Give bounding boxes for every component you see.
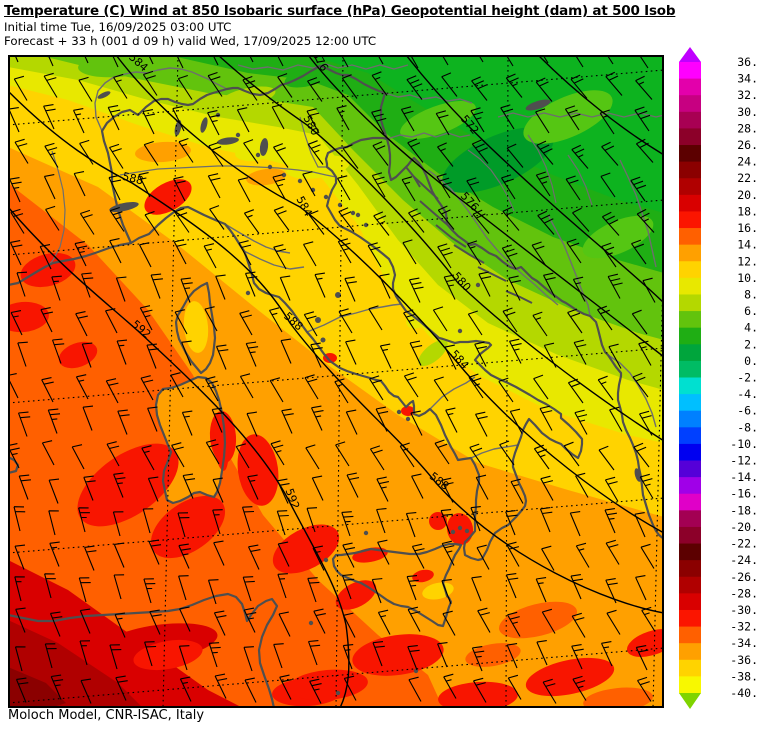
page-title: Temperature (C) Wind at 850 Isobaric sur… (4, 3, 676, 19)
colorbar-cell (679, 360, 701, 378)
colorbar-cell (679, 526, 701, 545)
colorbar-cell (679, 460, 701, 478)
colorbar-tick-label: 34. (737, 72, 758, 86)
colorbar-cell (679, 178, 701, 196)
colorbar-tick-label: 16. (737, 221, 758, 235)
colorbar-cell (679, 643, 701, 661)
colorbar-tick-label: -10. (730, 437, 758, 451)
colorbar-cell (679, 560, 701, 578)
colorbar-tick-label: -32. (730, 620, 758, 634)
colorbar-tick-label: 2. (744, 337, 758, 351)
colorbar-tick-label: -36. (730, 653, 758, 667)
colorbar-cell (679, 277, 701, 295)
colorbar-tick-label: -38. (730, 669, 758, 683)
colorbar-cell (679, 145, 701, 163)
colorbar-cell (679, 477, 701, 495)
colorbar-tick-label: -2. (737, 371, 758, 385)
colorbar-cell (679, 543, 701, 561)
colorbar-tick-label: -12. (730, 454, 758, 468)
colorbar-tick-label: -30. (730, 603, 758, 617)
colorbar-canvas: 36. 34. 32. 30. 28. 26. 24. 22. 20. 18. 16. 14. 12. 1… (679, 47, 758, 709)
colorbar-tick-label: -24. (730, 553, 758, 567)
colorbar-tick-label: 30. (737, 105, 758, 119)
weather-map: 584 576 580 584 588 572 576 580 584 592 588 592 588 (8, 55, 664, 708)
colorbar-cell (679, 294, 701, 312)
colorbar-cell (679, 676, 701, 694)
colorbar-tick-label: -16. (730, 487, 758, 501)
colorbar-cell (679, 377, 701, 395)
colorbar-cell (679, 576, 701, 594)
colorbar-tick-label: -4. (737, 387, 758, 401)
colorbar-tick-label: 36. (737, 55, 758, 69)
colorbar-tick-label: -18. (730, 503, 758, 517)
colorbar-cell (679, 626, 701, 644)
colorbar-arrow-up (679, 47, 701, 62)
temperature-colorbar: 36. 34. 32. 30. 28. 26. 24. 22. 20. 18. 16. 14. 12. 1… (679, 45, 760, 720)
colorbar-cell (679, 161, 701, 179)
colorbar-tick-label: -26. (730, 570, 758, 584)
colorbar-tick-label: 32. (737, 88, 758, 102)
colorbar-tick-label: -22. (730, 537, 758, 551)
colorbar-arrow-down (679, 693, 701, 709)
colorbar-tick-label: -28. (730, 586, 758, 600)
colorbar-cell (679, 427, 701, 445)
colorbar-cell (679, 228, 701, 246)
colorbar-cell (679, 128, 701, 146)
colorbar-tick-label: 26. (737, 138, 758, 152)
forecast-valid-label: Forecast + 33 h (001 d 09 h) valid Wed, … (4, 34, 377, 48)
colorbar-tick-label: 0. (744, 354, 758, 368)
colorbar-cell (679, 111, 701, 129)
colorbar-cell (679, 410, 701, 428)
colorbar-tick-label: -14. (730, 470, 758, 484)
colorbar-cell (679, 493, 701, 511)
colorbar-cell (679, 194, 701, 212)
colorbar-tick-label: -40. (730, 686, 758, 700)
colorbar-tick-label: 18. (737, 204, 758, 218)
colorbar-tick-label: 4. (744, 321, 758, 335)
colorbar-cell (679, 327, 701, 345)
colorbar-tick-label: 6. (744, 304, 758, 318)
initial-time-label: Initial time Tue, 16/09/2025 03:00 UTC (4, 20, 232, 34)
colorbar-tick-label: 20. (737, 188, 758, 202)
colorbar-tick-label: -34. (730, 636, 758, 650)
colorbar-cell (679, 95, 701, 113)
colorbar-cell (679, 659, 701, 677)
colorbar-cell (679, 311, 701, 329)
colorbar-tick-label: -8. (737, 420, 758, 434)
colorbar-cell (679, 62, 701, 80)
colorbar-tick-label: 22. (737, 171, 758, 185)
colorbar-cell (679, 211, 701, 229)
colorbar-cell (679, 443, 701, 462)
colorbar-tick-label: 12. (737, 254, 758, 268)
colorbar-tick-label: -6. (737, 404, 758, 418)
wind-barbs (8, 55, 656, 704)
colorbar-cell (679, 261, 701, 279)
colorbar-cell (679, 510, 701, 528)
model-credit: Moloch Model, CNR-ISAC, Italy (8, 708, 205, 723)
colorbar-tick-label: 10. (737, 271, 758, 285)
colorbar-cell (679, 609, 701, 628)
colorbar-tick-label: -20. (730, 520, 758, 534)
colorbar-cell (679, 344, 701, 362)
colorbar-cell (679, 244, 701, 262)
colorbar-tick-label: 24. (737, 155, 758, 169)
colorbar-cell (679, 394, 701, 412)
colorbar-tick-label: 8. (744, 287, 758, 301)
colorbar-cell (679, 593, 701, 611)
colorbar-cell (679, 78, 701, 96)
colorbar-tick-label: 28. (737, 121, 758, 135)
colorbar-tick-label: 14. (737, 238, 758, 252)
